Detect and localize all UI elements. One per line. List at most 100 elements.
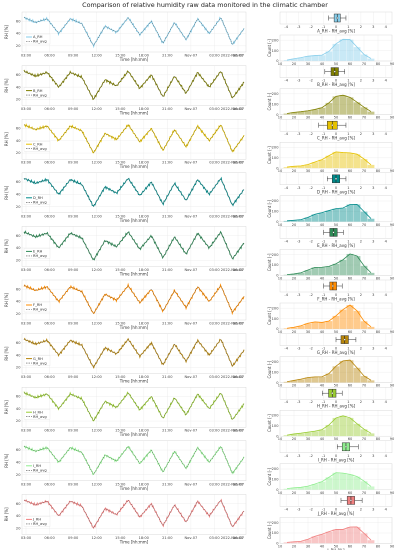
hist-x-tick-label: 10 <box>278 223 283 227</box>
x-tick-label: 12:00 <box>91 482 102 486</box>
timeseries-axes <box>21 440 247 481</box>
hist-x-tick-label: 50 <box>334 384 339 388</box>
hist-bar <box>318 267 326 276</box>
hist-x-tick-label: 90 <box>390 62 395 66</box>
legend-box <box>23 87 51 98</box>
x-tick-label: Nov-07 <box>184 375 197 379</box>
box-tick-label: 2 <box>360 507 362 511</box>
x-tick-label: 03:00 <box>21 161 32 165</box>
hist-bar <box>353 367 361 383</box>
x-tick-label: 09:00 <box>68 429 79 433</box>
hist-x-tick-label: 90 <box>390 437 395 441</box>
box-tick-label: -2 <box>309 79 313 83</box>
legend-label-sensor: F_RH <box>33 303 42 307</box>
box-axis-label: D_RH - RH_avg [%] <box>317 189 356 194</box>
timeseries-axes <box>21 65 247 106</box>
x-tick-label: 06:00 <box>233 322 244 326</box>
x-tick-label: Nov-07 <box>184 214 197 218</box>
hist-bar <box>339 473 347 490</box>
box-tick-label: 3 <box>372 347 374 351</box>
legend-label-sensor: B_RH <box>33 89 43 93</box>
hist-y-tick-label: 0 <box>276 113 279 117</box>
hist-bar <box>367 218 375 222</box>
hist-bar <box>318 159 326 169</box>
hist-x-tick-label: 20 <box>292 169 297 173</box>
hist-x-tick-label: 40 <box>320 384 325 388</box>
x-tick-label: 18:00 <box>139 214 150 218</box>
hist-x-tick-label: 40 <box>320 223 325 227</box>
hist-bar <box>367 272 375 276</box>
box-tick-label: -1 <box>322 347 326 351</box>
hist-bar <box>339 207 347 222</box>
legend-label-avg: RH_avg <box>33 40 47 44</box>
box-axis-label: G_RH - RH_avg [%] <box>317 350 356 355</box>
box-tick-label: 4 <box>385 186 388 190</box>
y-tick-label: 60 <box>16 127 21 131</box>
hist-bar <box>339 360 347 383</box>
x-tick-label: 15:00 <box>115 375 126 379</box>
hist-x-tick-label: 10 <box>278 491 283 495</box>
x-tick-label: 21:00 <box>162 214 173 218</box>
x-tick-label: Nov-07 <box>184 482 197 486</box>
hist-x-tick-label: 40 <box>320 437 325 441</box>
hist-kde-line <box>286 253 372 276</box>
x-tick-label: 06:00 <box>44 536 55 540</box>
hist-x-tick-label: 40 <box>320 276 325 280</box>
hist-bar <box>283 328 291 330</box>
x-tick-label: 03:00 <box>209 322 220 326</box>
timeseries-axes <box>21 118 247 160</box>
hist-y-tick-label: 100 <box>272 210 280 214</box>
box-tick-label: 0 <box>335 400 338 404</box>
x-tick-label: 18:00 <box>139 54 150 58</box>
x-tick-label: 06:00 <box>44 161 55 165</box>
x-tick-label: Nov-07 <box>184 322 197 326</box>
y-tick-label: 40 <box>16 246 21 250</box>
hist-x-tick-label: 60 <box>348 491 353 495</box>
x-tick-label: 03:00 <box>21 482 32 486</box>
box-tick-label: -4 <box>284 186 288 190</box>
hist-bar <box>367 111 375 115</box>
box-tick-label: 1 <box>347 25 349 29</box>
date-suffix: 2022-Nov-07 <box>221 214 244 218</box>
x-axis-label: Time [hh:mm] <box>119 539 149 544</box>
y-tick-label: 60 <box>16 341 21 345</box>
hist-bar <box>332 208 340 222</box>
legend-label-avg: RH_avg <box>33 147 47 151</box>
box-tick-label: 2 <box>360 132 362 136</box>
hist-kde-line <box>286 203 372 222</box>
hist-x-tick-label: 70 <box>362 169 367 173</box>
hist-y-axis-label: Count [-] <box>267 92 272 110</box>
box-tick-label: 4 <box>385 25 388 29</box>
hist-x-tick-label: 30 <box>306 544 311 548</box>
box-tick-label: 0 <box>335 79 338 83</box>
x-tick-label: 06:00 <box>44 268 55 272</box>
y-axis-label: RH [%] <box>4 293 9 307</box>
hist-x-tick-label: 20 <box>292 437 297 441</box>
timeseries-axes <box>21 11 247 53</box>
x-tick-label: 06:00 <box>233 214 244 218</box>
hist-bar <box>346 304 354 330</box>
x-tick-label: 03:00 <box>21 375 32 379</box>
hist-x-tick-label: 40 <box>320 62 325 66</box>
box-axis-label: J_RH - RH_avg [%] <box>317 511 355 516</box>
box-tick-label: 3 <box>372 79 374 83</box>
y-tick-label: 20 <box>16 205 21 209</box>
hist-x-tick-label: 60 <box>348 544 353 548</box>
y-tick-label: 60 <box>16 73 21 77</box>
box-tick-label: -4 <box>284 454 288 458</box>
hist-x-tick-label: 20 <box>292 276 297 280</box>
box-tick-label: 2 <box>360 239 362 243</box>
avg-series-line <box>23 70 245 100</box>
y-tick-label: 60 <box>16 395 21 399</box>
y-tick-label: 60 <box>16 19 21 23</box>
hist-x-tick-label: 70 <box>362 437 367 441</box>
y-tick-label: 40 <box>16 407 21 411</box>
hist-bar <box>367 539 375 544</box>
avg-series-line <box>23 124 245 154</box>
y-tick-label: 40 <box>16 300 21 304</box>
hist-bar <box>360 375 368 383</box>
